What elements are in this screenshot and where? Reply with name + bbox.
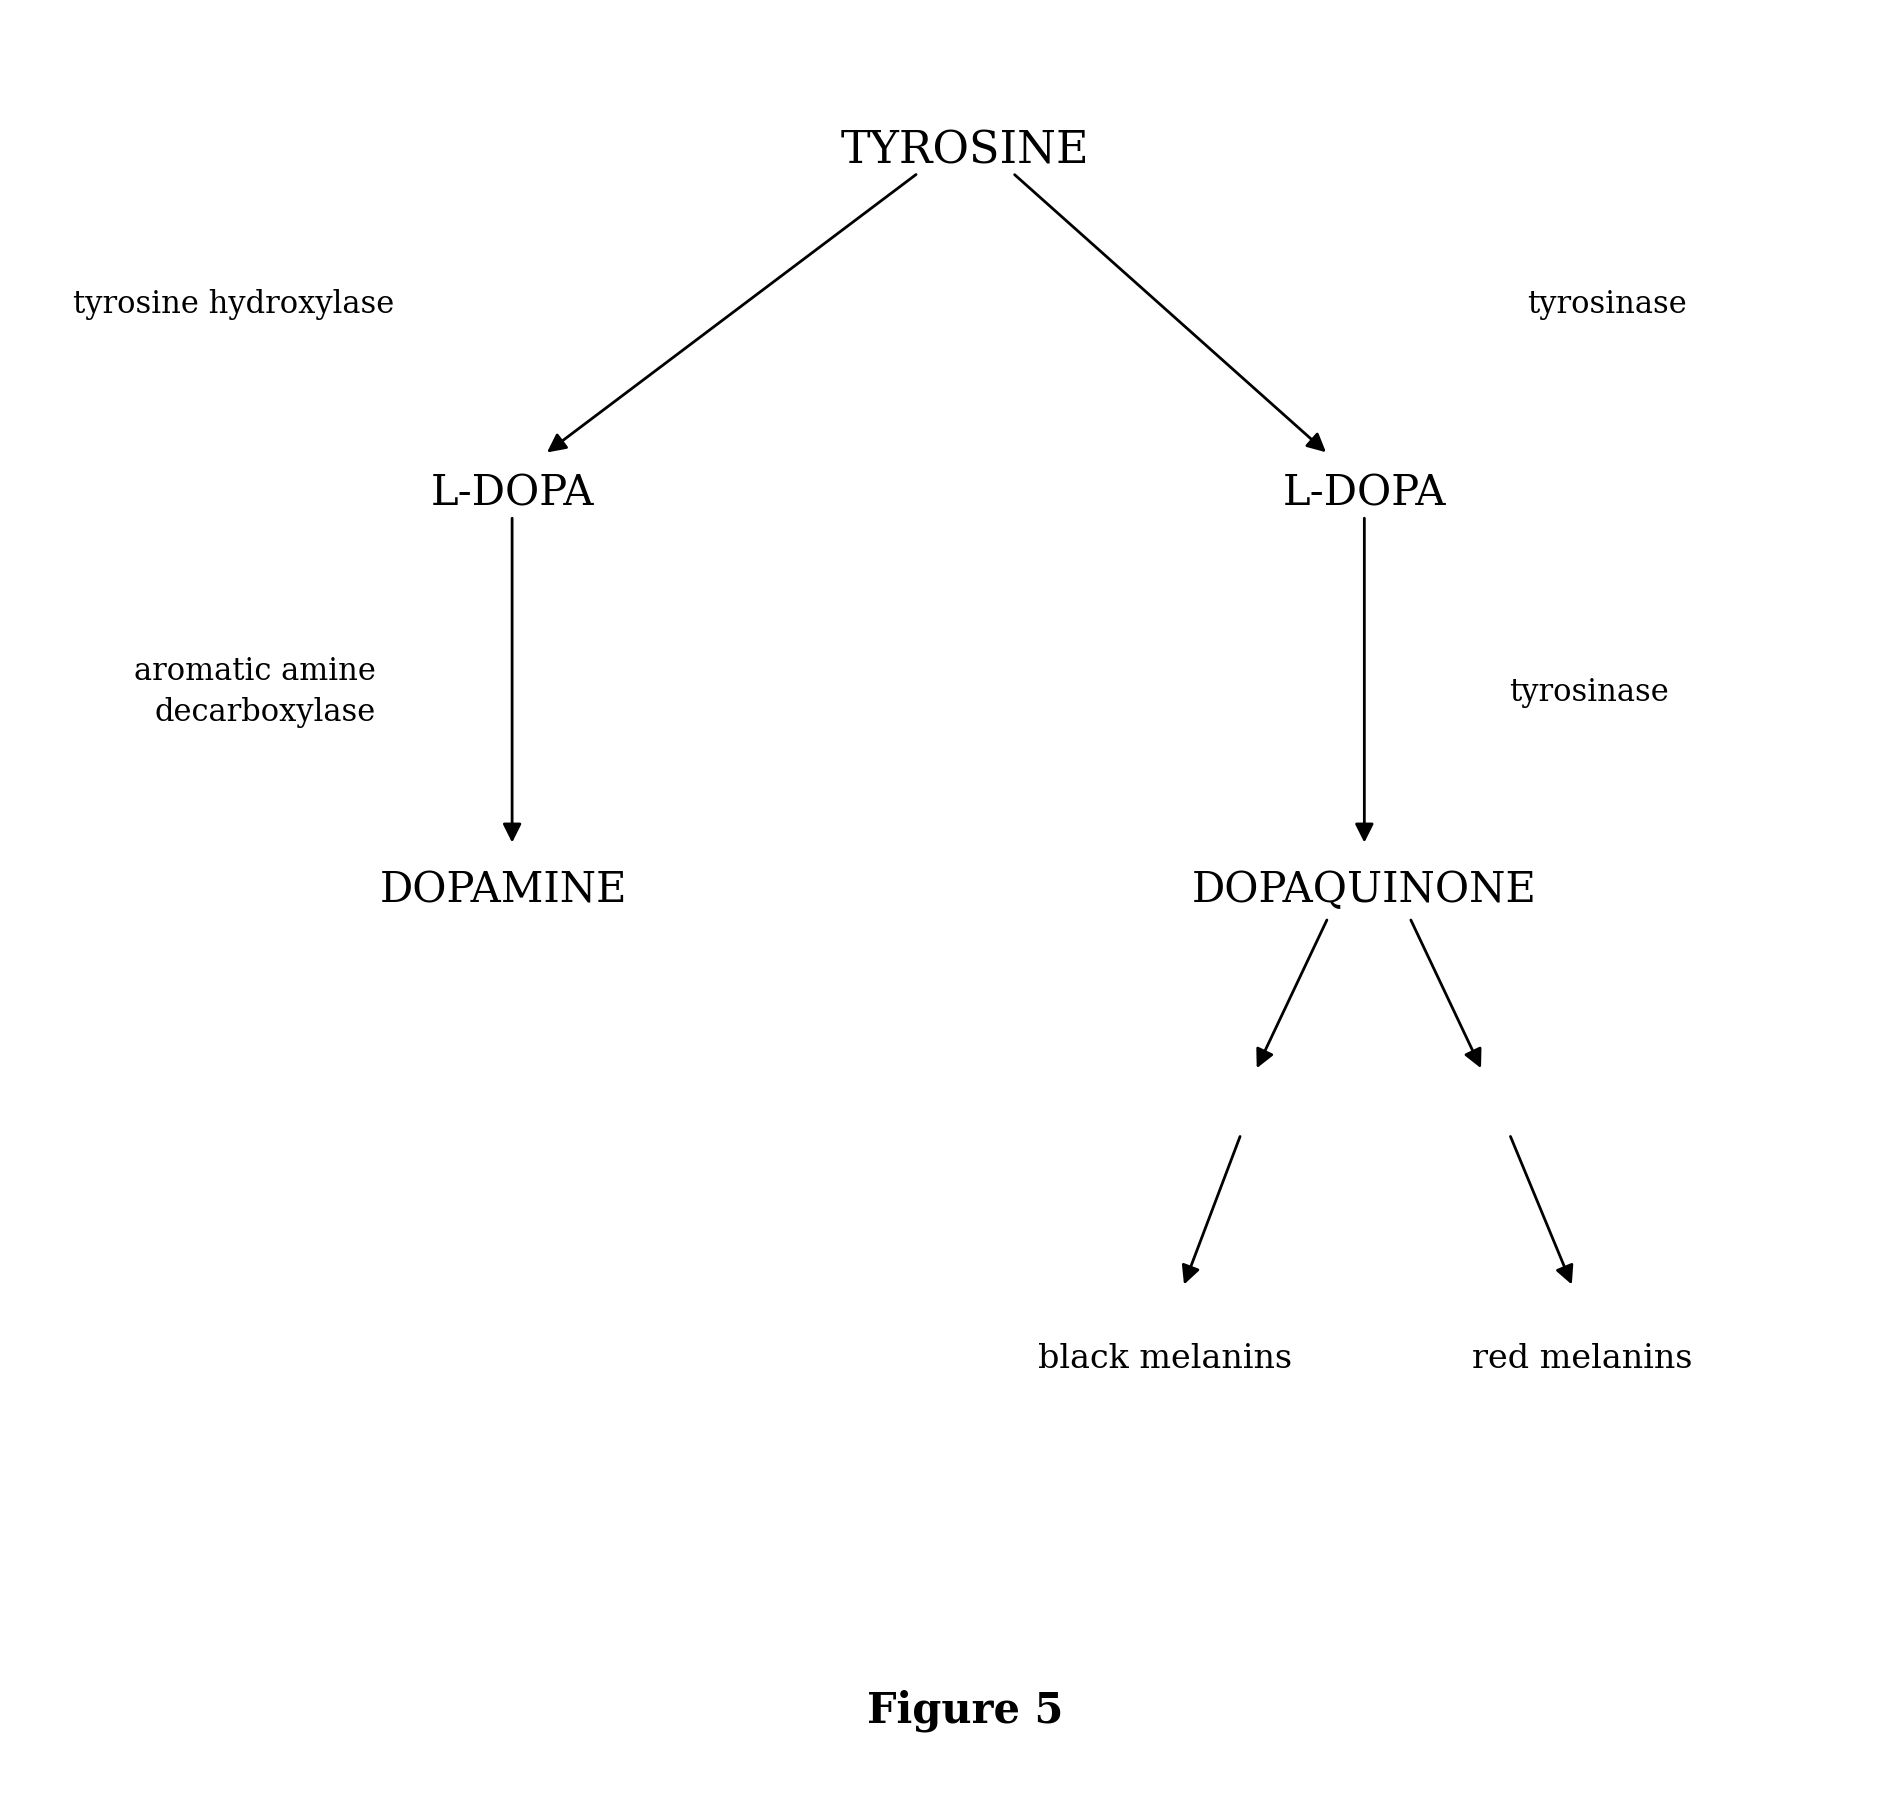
Text: TYROSINE: TYROSINE	[842, 129, 1090, 173]
Text: DOPAQUINONE: DOPAQUINONE	[1191, 870, 1537, 912]
Text: L-DOPA: L-DOPA	[1283, 472, 1447, 514]
Text: tyrosine hydroxylase: tyrosine hydroxylase	[73, 289, 395, 320]
Text: tyrosinase: tyrosinase	[1509, 676, 1669, 707]
Text: aromatic amine
decarboxylase: aromatic amine decarboxylase	[133, 656, 376, 729]
Text: Figure 5: Figure 5	[868, 1690, 1064, 1732]
Text: black melanins: black melanins	[1037, 1343, 1293, 1375]
Text: tyrosinase: tyrosinase	[1528, 289, 1687, 320]
Text: L-DOPA: L-DOPA	[430, 472, 594, 514]
Text: DOPAMINE: DOPAMINE	[380, 870, 628, 912]
Text: red melanins: red melanins	[1471, 1343, 1693, 1375]
